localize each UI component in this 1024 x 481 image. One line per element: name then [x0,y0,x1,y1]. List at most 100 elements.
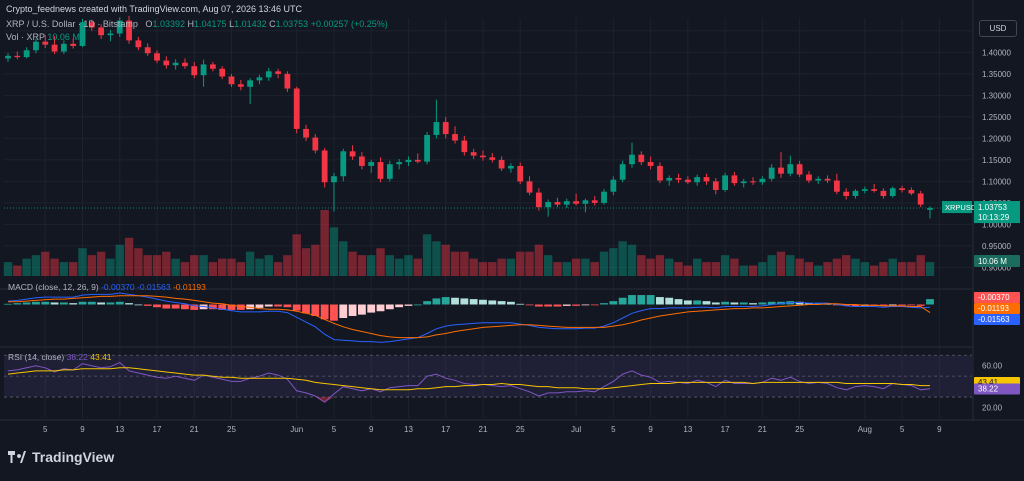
candle-body [638,154,645,163]
candle-body [33,41,39,51]
macd-histogram-bar [758,302,767,305]
macd-histogram-bar [311,304,320,316]
volume-bar [348,251,357,276]
candle-body [917,193,924,205]
macd-histogram-bar [190,304,199,310]
macd-legend[interactable]: MACD (close, 12, 26, 9) -0.00370 -0.0156… [8,282,206,292]
macd-histogram-bar [777,301,785,305]
ohlc-high-value: 1.04175 [194,19,227,29]
currency-button[interactable]: USD [979,20,1017,37]
candle-body [703,177,710,182]
x-tick-label: 9 [369,425,374,434]
macd-histogram-bar [134,304,143,306]
macd-histogram-bar [115,301,124,305]
price-symbol-badge: XRPUSD [945,203,977,212]
macd-histogram-bar [572,304,581,306]
candle-body [880,190,887,197]
candle-body [98,27,105,36]
macd-histogram-bar [208,304,217,310]
volume-bar [255,258,264,276]
volume-bar [851,258,860,276]
candle-body [14,55,21,58]
macd-histogram-bar [4,303,12,305]
macd-line [7,292,931,343]
candle-body [144,47,151,54]
tradingview-logo[interactable]: TradingView [8,449,114,465]
volume-bar [599,251,609,276]
candle-body [70,43,77,46]
volume-bar [478,262,488,276]
candle-body [88,22,95,28]
ohlc-low-label: L [229,19,235,29]
candle-layer [4,15,972,219]
candle-body [498,159,505,169]
candle-body [806,174,812,181]
rsi-legend-value: 38.22 [66,352,88,362]
candle-body [573,201,579,204]
candle-body [368,162,375,166]
candle-body [889,188,896,197]
macd-histogram-bar [711,302,720,305]
macd-histogram-bar [767,301,776,305]
candle-body [489,157,496,160]
volume-bar [199,255,208,276]
volume-bar [357,255,367,276]
candle-body [107,33,114,36]
macd-histogram-bar [32,301,40,305]
candle-body [51,44,58,52]
candle-body [722,175,728,190]
macd-histogram-bar [609,301,618,305]
macd-histogram-bar [302,304,310,314]
macd-histogram-bar [236,304,245,310]
volume-bar [236,262,246,276]
price-badge-countdown: 10:13:29 [978,213,1010,222]
volume-bar [329,227,339,276]
volume-bar [795,258,804,276]
symbol-name[interactable]: XRP / U.S. Dollar · 1D · Bitstamp [6,19,138,29]
macd-histogram-bar [59,302,68,305]
volume-bar [394,258,404,276]
macd-histogram-bar [50,302,59,305]
volume-bar [618,241,627,276]
candle-body [135,40,142,48]
volume-bar [171,258,180,276]
rsi-legend[interactable]: RSI (14, close) 38.22 43.41 [8,352,112,362]
macd-histogram-bar [348,304,357,316]
candle-body [461,140,468,153]
candle-body [535,192,542,208]
candle-body [312,137,319,151]
candle-body [694,177,701,183]
macd-histogram-bar [78,301,87,305]
volume-legend[interactable]: Vol · XRP 10.06 M [6,32,80,42]
candle-body [414,159,421,162]
symbol-ohlc-line[interactable]: XRP / U.S. Dollar · 1D · Bitstamp O1.033… [6,19,388,29]
candle-body [601,191,607,203]
volume-bar [227,258,236,276]
candle-body [629,154,635,165]
x-tick-label: 25 [795,425,804,434]
volume-bar [59,262,69,276]
macd-histogram-bar [330,304,338,321]
macd-histogram-bar [395,304,404,308]
candle-body [740,181,747,184]
volume-bar [925,262,935,276]
macd-histogram-bar [423,301,432,305]
volume-bar [897,262,907,276]
ohlc-low-value: 1.01432 [234,19,267,29]
candle-body [480,155,486,158]
volume-bar [525,251,534,276]
macd-histogram-bar [562,304,571,306]
candle-body [843,191,850,197]
candle-body [675,177,682,180]
volume-bar [730,258,739,276]
candle-body [563,201,570,205]
macd-histogram-bar [274,304,282,307]
candle-body [256,77,263,81]
macd-legend-macd: -0.00370 [101,282,135,292]
price-symbol-badge-bg [942,201,972,214]
candle-body [424,134,430,162]
macd-histogram-bar [730,302,739,305]
volume-bar [488,262,497,276]
volume-bar [534,244,544,276]
macd-histogram-bar [898,304,906,306]
